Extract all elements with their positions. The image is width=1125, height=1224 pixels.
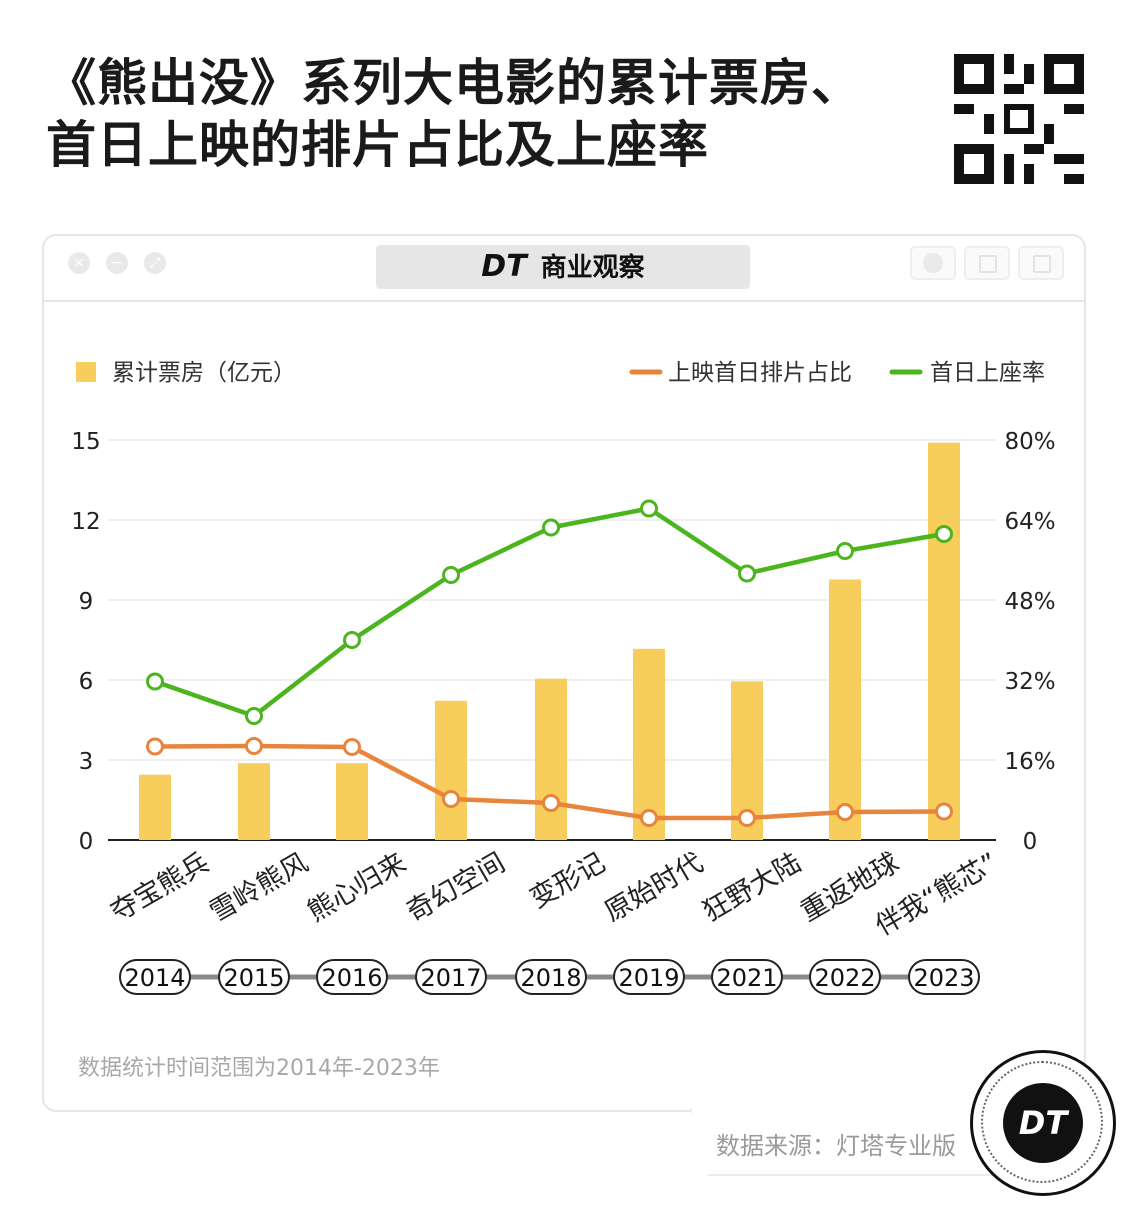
year-label: 2016 xyxy=(321,964,382,992)
dt-logo-badge: DT xyxy=(970,1050,1116,1196)
y-left-tick-label: 6 xyxy=(79,669,94,695)
legend-label-box-office: 累计票房（亿元） xyxy=(112,360,296,386)
x-category-label: 奇幻空间 xyxy=(401,847,510,928)
x-category-label: 雪岭熊风 xyxy=(204,847,313,928)
y-right-tick-label: 16% xyxy=(1004,749,1055,775)
bar xyxy=(633,648,665,840)
qr-code-icon[interactable] xyxy=(954,54,1084,184)
brand-bar: DT 商业观察 xyxy=(376,245,750,289)
schedule-point xyxy=(245,737,263,755)
year-label: 2021 xyxy=(716,964,777,992)
y-left-tick-label: 15 xyxy=(71,429,100,455)
schedule-point xyxy=(935,802,953,821)
occupancy-point xyxy=(542,518,560,537)
year-label: 2015 xyxy=(223,964,284,992)
y-left-tick-label: 0 xyxy=(79,829,94,855)
y-right-tick-label: 80% xyxy=(1004,429,1055,455)
year-pill xyxy=(218,959,290,995)
schedule-point xyxy=(442,790,460,808)
chart-title: 《熊出没》系列大电影的累计票房、 首日上映的排片占比及上座率 xyxy=(46,52,906,176)
occupancy-point xyxy=(935,525,953,543)
year-label: 2014 xyxy=(124,964,185,992)
occupancy-point xyxy=(245,707,263,725)
x-category-label: 原始时代 xyxy=(599,847,708,928)
occupancy-point xyxy=(146,672,164,691)
bar xyxy=(336,763,368,840)
window-titlebar: × − ⤢ DT 商业观察 xyxy=(44,236,1084,302)
share-icon[interactable] xyxy=(964,246,1010,280)
title-line-2: 首日上映的排片占比及上座率 xyxy=(46,116,709,174)
schedule-point xyxy=(343,738,361,756)
year-pill xyxy=(908,959,980,995)
y-right-tick-label: 32% xyxy=(1004,669,1055,695)
year-label: 2019 xyxy=(618,964,679,992)
year-pill xyxy=(613,959,685,995)
x-category-label: 熊心归来 xyxy=(302,847,411,928)
data-source: 数据来源：灯塔专业版 xyxy=(716,1132,956,1160)
year-label: 2018 xyxy=(520,964,581,992)
legend-swatch-box-office xyxy=(76,362,96,382)
occupancy-point xyxy=(343,631,361,649)
bar xyxy=(139,774,171,840)
record-icon[interactable] xyxy=(910,246,956,280)
y-left-tick-label: 9 xyxy=(79,589,94,615)
bar xyxy=(535,678,567,840)
schedule-point xyxy=(542,794,560,812)
schedule-point xyxy=(836,803,854,821)
y-right-tick-label: 48% xyxy=(1004,589,1055,615)
bar xyxy=(238,763,270,840)
year-pill xyxy=(415,959,487,995)
bar xyxy=(928,442,960,840)
y-right-tick-label: 64% xyxy=(1004,509,1055,535)
occupancy-point xyxy=(640,499,658,518)
y-left-tick-label: 12 xyxy=(71,509,100,535)
occupancy-point xyxy=(442,566,460,584)
title-line-1: 《熊出没》系列大电影的累计票房、 xyxy=(46,54,862,112)
x-category-label: 狂野大陆 xyxy=(697,847,806,928)
minimize-icon[interactable]: − xyxy=(106,252,128,274)
copy-icon[interactable] xyxy=(1018,246,1064,280)
dt-logo-text: DT xyxy=(1003,1083,1083,1163)
y-right-tick-label: 0 xyxy=(1023,829,1038,855)
year-pill xyxy=(809,959,881,995)
year-label: 2022 xyxy=(814,964,875,992)
occupancy-point xyxy=(836,542,854,560)
close-icon[interactable]: × xyxy=(68,252,90,274)
x-category-label: 变形记 xyxy=(525,847,611,914)
legend-label-occupancy: 首日上座率 xyxy=(930,360,1045,386)
year-label: 2017 xyxy=(420,964,481,992)
brand-logo: DT xyxy=(481,249,527,284)
brand-name: 商业观察 xyxy=(540,253,645,283)
year-pill xyxy=(316,959,388,995)
bar xyxy=(435,700,467,840)
occupancy-point xyxy=(738,564,756,583)
legend-label-schedule: 上映首日排片占比 xyxy=(668,360,852,386)
x-category-label: 夺宝熊兵 xyxy=(105,847,214,928)
schedule-point xyxy=(146,737,164,756)
y-left-tick-label: 3 xyxy=(79,749,94,775)
maximize-icon[interactable]: ⤢ xyxy=(144,252,166,274)
footnote: 数据统计时间范围为2014年-2023年 xyxy=(78,1056,440,1081)
bar xyxy=(829,579,861,840)
schedule-point xyxy=(738,809,756,827)
year-pill xyxy=(119,959,191,995)
year-pill xyxy=(515,959,587,995)
year-label: 2023 xyxy=(913,964,974,992)
schedule-point xyxy=(640,809,658,827)
year-pill xyxy=(711,959,783,995)
